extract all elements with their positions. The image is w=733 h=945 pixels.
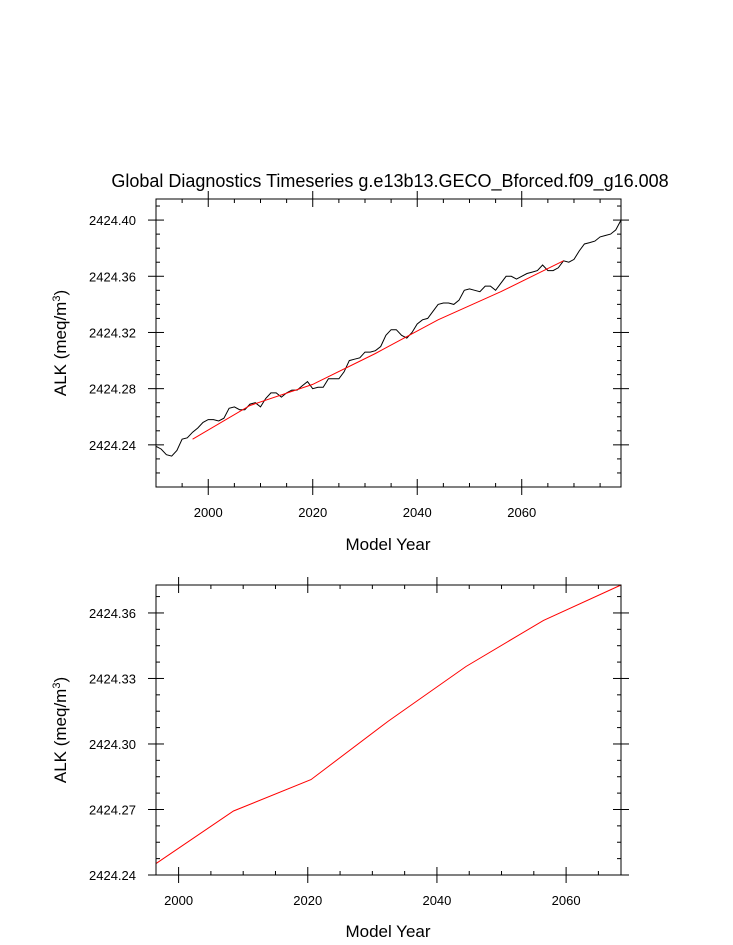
y-tick-label: 2424.36 [89, 606, 136, 621]
x-tick-label: 2020 [298, 505, 327, 520]
x-tick-label: 2020 [293, 893, 322, 908]
bottom-x-axis-label: Model Year [345, 922, 430, 941]
y-tick-label: 2424.36 [89, 269, 136, 284]
top-chart-title: Global Diagnostics Timeseries g.e13b13.G… [111, 171, 668, 192]
x-tick-label: 2040 [422, 893, 451, 908]
y-tick-label: 2424.24 [89, 438, 136, 453]
x-tick-label: 2060 [507, 505, 536, 520]
series-line-annual [155, 219, 622, 457]
y-tick-label: 2424.24 [89, 868, 136, 883]
y-tick-label: 2424.32 [89, 325, 136, 340]
series-line-smoothed [192, 260, 564, 440]
top-y-axis-label: ALK (meq/m3) [51, 290, 70, 396]
y-tick-label: 2424.27 [89, 802, 136, 817]
y-tick-label: 2424.28 [89, 382, 136, 397]
y-tick-label: 2424.33 [89, 671, 136, 686]
top-panel: Global Diagnostics Timeseries g.e13b13.G… [51, 171, 669, 554]
top-plot-frame [155, 198, 622, 488]
x-tick-label: 2000 [194, 505, 223, 520]
bottom-plot-frame [155, 584, 622, 876]
y-tick-label: 2424.30 [89, 737, 136, 752]
bottom-panel: 2000 2020 2040 2060 2424.24 2424.27 2424.30 242… [51, 577, 629, 941]
series-line-smoothed [155, 584, 622, 865]
x-tick-label: 2040 [403, 505, 432, 520]
bottom-y-axis-label: ALK (meq/m3) [51, 677, 70, 783]
top-x-axis-label: Model Year [345, 535, 430, 554]
x-tick-label: 2000 [164, 893, 193, 908]
x-tick-label: 2060 [552, 893, 581, 908]
y-tick-label: 2424.40 [89, 213, 136, 228]
